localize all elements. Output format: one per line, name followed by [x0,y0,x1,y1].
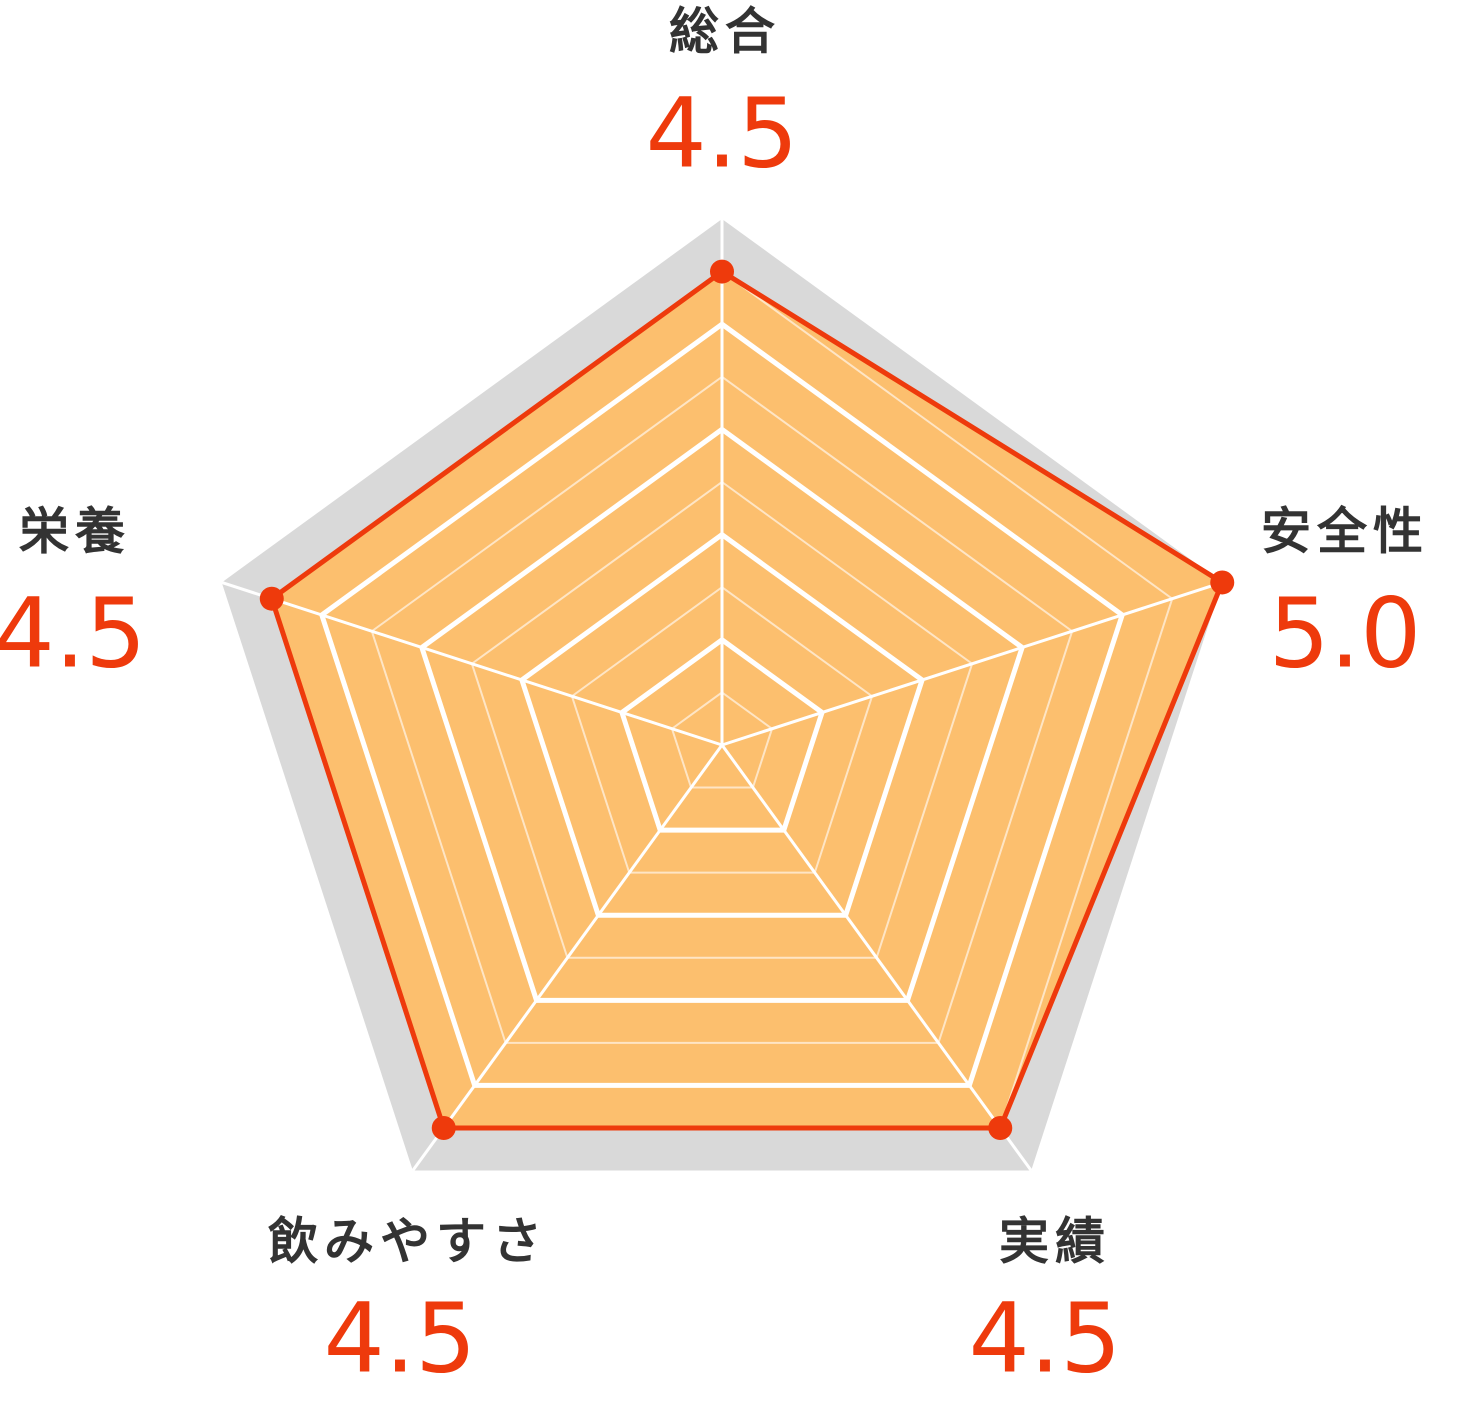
minor-grid [470,480,974,959]
value-label: 4.5 [646,77,799,189]
axis-label: 栄養 [19,503,131,561]
grid-ring [318,321,1126,1088]
minor-grid [370,375,1074,1044]
axis-label: 総合 [669,3,781,61]
spoke [411,744,724,1172]
spoke [720,744,1033,1172]
data-point [259,586,284,611]
data-point [1210,570,1235,595]
grid-ring [518,531,926,918]
data-point [710,259,734,284]
minor-grid [670,691,774,789]
data-point [431,1115,456,1140]
data-outline [269,269,1225,1131]
minor-grid [570,585,874,874]
spoke [721,581,1223,747]
data-point [988,1115,1013,1140]
axis-label: 飲みやすさ [268,1213,548,1271]
value-label: 4.5 [324,1282,477,1394]
axis-label: 実績 [999,1213,1111,1271]
value-label: 5.0 [1269,577,1422,689]
value-label: 4.5 [969,1282,1122,1394]
spoke [221,581,723,747]
axis-label: 安全性 [1261,503,1429,561]
grid-ring [418,426,1026,1003]
value-label: 4.5 [0,577,146,689]
grid-ring [619,636,825,833]
